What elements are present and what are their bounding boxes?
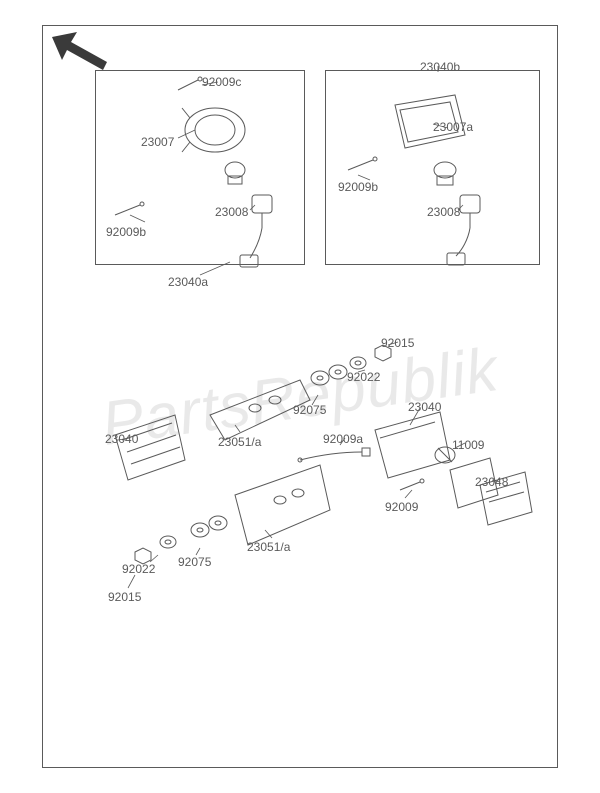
lbl-23007a: 23007a [433, 120, 473, 134]
lbl-23040-2: 23040 [105, 432, 138, 446]
lbl-23040b: 23040b [420, 60, 460, 74]
lamp-23040-left-icon [115, 415, 185, 480]
lbl-92009b1: 92009b [338, 180, 378, 194]
damper-92075-bot-icon [191, 516, 227, 537]
lbl-23007: 23007 [141, 135, 174, 149]
bulb-small-a-icon [225, 162, 245, 184]
lbl-23008-1: 23008 [215, 205, 248, 219]
lbl-92009a: 92009a [323, 432, 363, 446]
lbl-92009b2: 92009b [106, 225, 146, 239]
screw-92009-icon [400, 479, 424, 490]
lbl-23048: 23048 [475, 475, 508, 489]
screw-92009c-icon [178, 77, 202, 90]
exploded-svg [0, 0, 600, 793]
damper-92075-top-icon [311, 365, 347, 385]
bracket-23051a-bot-icon [235, 465, 330, 545]
lbl-92075-1: 92075 [293, 403, 326, 417]
lbl-92022-2: 92022 [122, 562, 155, 576]
lbl-23040a: 23040a [168, 275, 208, 289]
lbl-23051a1: 23051/a [218, 435, 261, 449]
lbl-92022-1: 92022 [347, 370, 380, 384]
lbl-11009: 11009 [452, 438, 484, 452]
wire-b-icon [447, 228, 470, 265]
washer-92022-bot-icon [160, 536, 176, 548]
washer-92022-top-icon [350, 357, 366, 369]
lbl-92075-2: 92075 [178, 555, 211, 569]
lamp-23040-right-icon [375, 412, 450, 478]
lbl-92009c: 92009c [202, 75, 241, 89]
lbl-92009: 92009 [385, 500, 418, 514]
lbl-23051a2: 23051/a [247, 540, 290, 554]
wire-92009a-icon [298, 448, 370, 462]
socket-23008-b-icon [460, 195, 480, 228]
socket-23008-a-icon [252, 195, 272, 228]
screw-92009b-a-icon [115, 202, 144, 215]
lens-23007-icon [182, 108, 245, 152]
lbl-23040-1: 23040 [408, 400, 441, 414]
wire-a-icon [240, 228, 262, 267]
bulb-b-icon [434, 162, 456, 185]
lbl-92015-1: 92015 [381, 336, 414, 350]
lbl-92015-2: 92015 [108, 590, 141, 604]
lbl-23008-2: 23008 [427, 205, 460, 219]
screw-92009b-b-icon [348, 157, 377, 170]
